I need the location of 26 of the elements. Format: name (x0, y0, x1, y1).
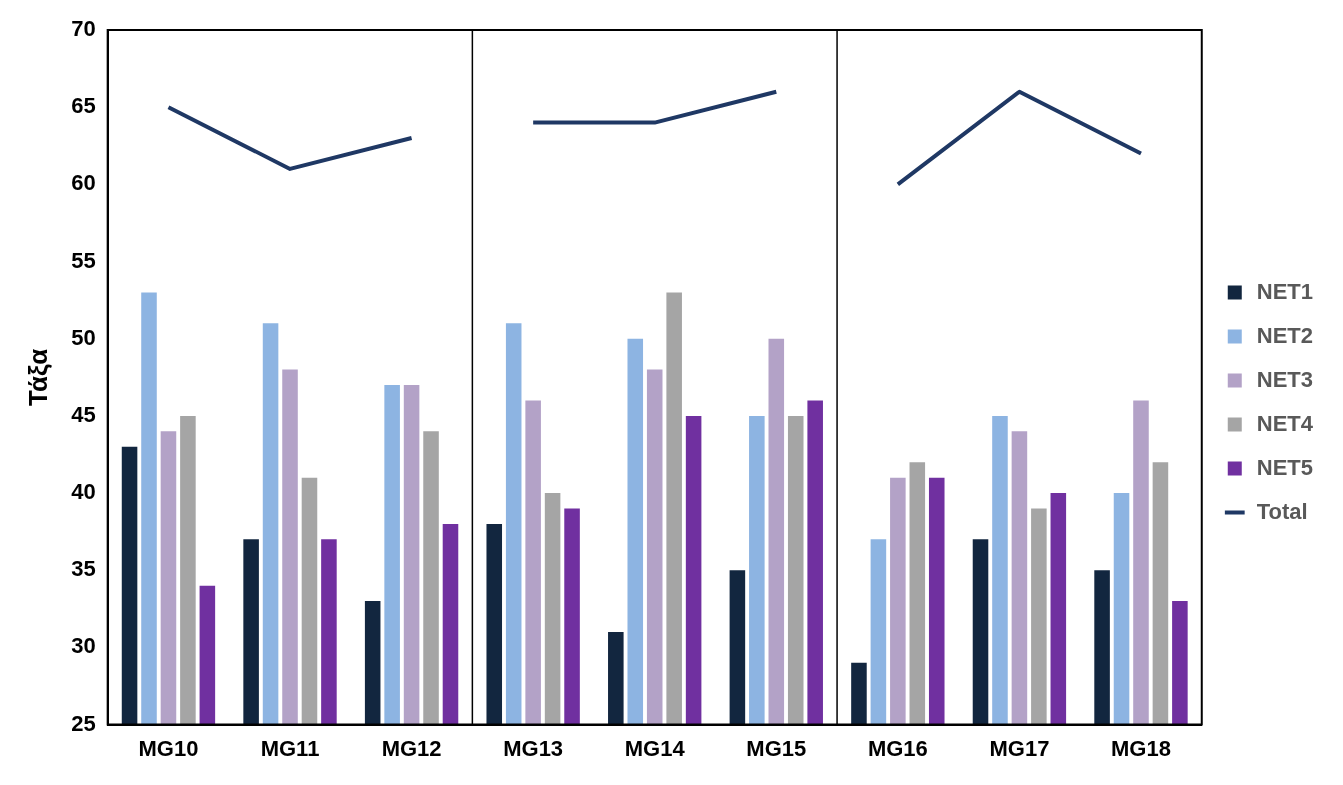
legend-label: NET5 (1256, 454, 1314, 480)
x-tick-label: MG11 (260, 735, 320, 761)
x-tick-label: MG18 (1111, 735, 1171, 761)
x-tick-label: MG15 (746, 735, 807, 761)
y-tick-label: 55 (71, 247, 96, 273)
y-tick-label: 65 (71, 93, 96, 119)
x-tick-label: MG13 (503, 735, 564, 761)
x-tick-label: MG17 (989, 735, 1050, 761)
y-tick-label: 40 (71, 479, 96, 505)
y-tick-label: 70 (71, 16, 96, 42)
y-tick-label: 35 (71, 556, 96, 582)
x-tick-label: MG16 (867, 735, 928, 761)
y-tick-label: 25 (71, 710, 96, 736)
legend-label: NET3 (1256, 366, 1314, 392)
y-axis-title: Τάξα (22, 348, 53, 406)
y-tick-label: 30 (71, 633, 96, 659)
legend-label: NET4 (1256, 410, 1314, 436)
y-tick-label: 50 (71, 324, 96, 350)
legend-label: NET1 (1256, 278, 1314, 304)
legend-label: Total (1256, 498, 1308, 524)
x-tick-label: MG14 (624, 735, 686, 761)
legend-label: NET2 (1256, 322, 1314, 348)
x-tick-label: MG10 (138, 735, 199, 761)
y-tick-label: 60 (71, 170, 96, 196)
y-tick-label: 45 (71, 401, 96, 427)
x-tick-label: MG12 (381, 735, 442, 761)
